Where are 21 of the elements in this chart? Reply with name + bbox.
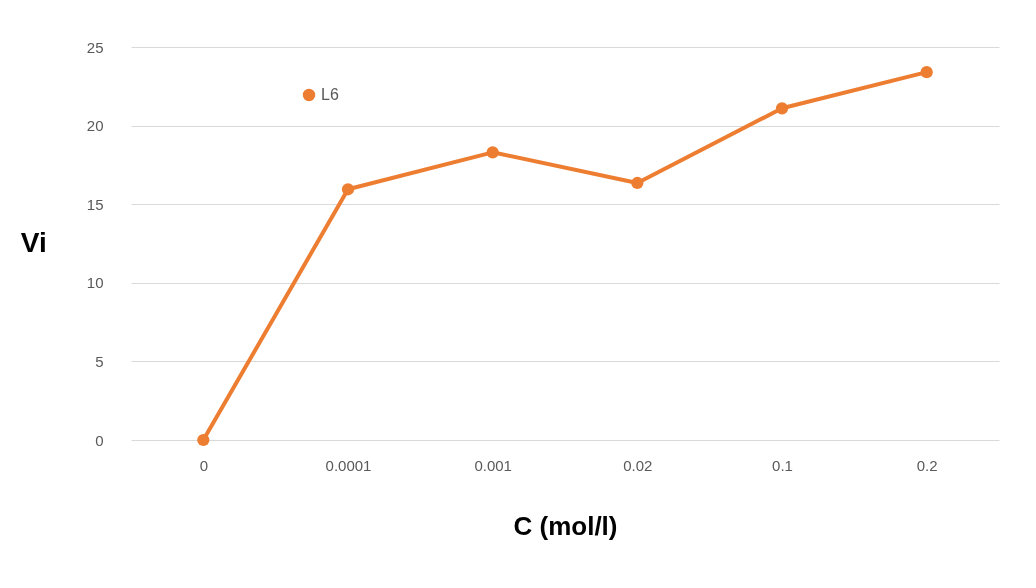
point: [486, 146, 499, 159]
x-tick-label: 0.0001: [325, 456, 372, 474]
point: [341, 183, 355, 196]
x-tick-label: 0: [199, 456, 209, 474]
legend-label: L6: [321, 86, 339, 103]
x-tick-label: 0.02: [623, 456, 653, 474]
point: [775, 102, 789, 115]
y-tick-label: 20: [86, 117, 104, 135]
y-tick-label: 10: [86, 274, 104, 292]
x-axis-title: C (mol/l): [513, 510, 618, 541]
point: [197, 433, 210, 447]
y-axis-title: Vi: [20, 227, 47, 258]
x-tick-label: 0.001: [474, 456, 512, 474]
y-tick-label: 25: [86, 38, 104, 56]
x-tick-label: 0.2: [916, 456, 938, 474]
y-tick-label: 15: [86, 195, 104, 213]
point: [631, 176, 644, 190]
point: [920, 66, 933, 79]
x-tick-label: 0.1: [772, 456, 793, 474]
y-tick-label: 0: [95, 431, 104, 449]
y-tick-label: 5: [95, 352, 104, 370]
